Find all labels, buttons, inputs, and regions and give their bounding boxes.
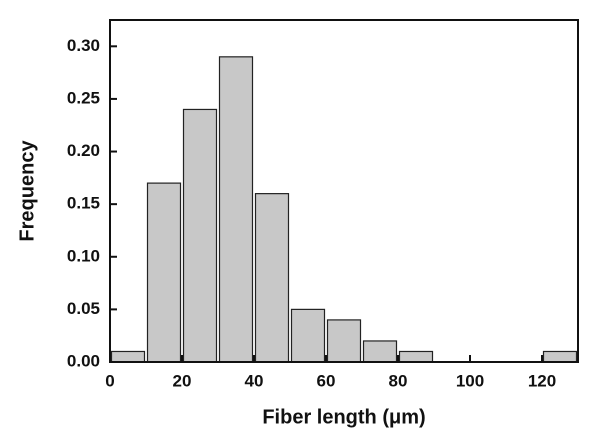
x-tick-label: 120 xyxy=(528,371,556,390)
bar xyxy=(398,350,434,363)
x-tick-label: 80 xyxy=(389,371,408,390)
y-tick-label: 0.05 xyxy=(67,299,100,318)
bar xyxy=(110,350,146,363)
y-tick-label: 0.15 xyxy=(67,194,100,213)
bar xyxy=(254,193,290,363)
bar xyxy=(146,182,182,363)
x-axis-title: Fiber length (μm) xyxy=(262,406,425,428)
y-tick-label: 0.20 xyxy=(67,141,100,160)
x-tick-label: 60 xyxy=(317,371,336,390)
y-tick-label: 0.30 xyxy=(67,36,100,55)
plot-frame xyxy=(109,19,579,363)
y-axis-title: Frequency xyxy=(16,140,38,242)
x-tick-label: 0 xyxy=(105,371,114,390)
bar xyxy=(290,308,326,363)
x-tick-label: 20 xyxy=(173,371,192,390)
x-tick-label: 40 xyxy=(245,371,264,390)
y-tick-label: 0.25 xyxy=(67,88,100,107)
bar xyxy=(542,350,578,363)
y-tick-label: 0.10 xyxy=(67,246,100,265)
y-tick-label: 0.00 xyxy=(67,351,100,370)
x-tick-label: 100 xyxy=(456,371,484,390)
bar xyxy=(362,340,398,363)
bar xyxy=(182,108,218,363)
bar xyxy=(218,56,254,363)
bar xyxy=(326,319,362,363)
